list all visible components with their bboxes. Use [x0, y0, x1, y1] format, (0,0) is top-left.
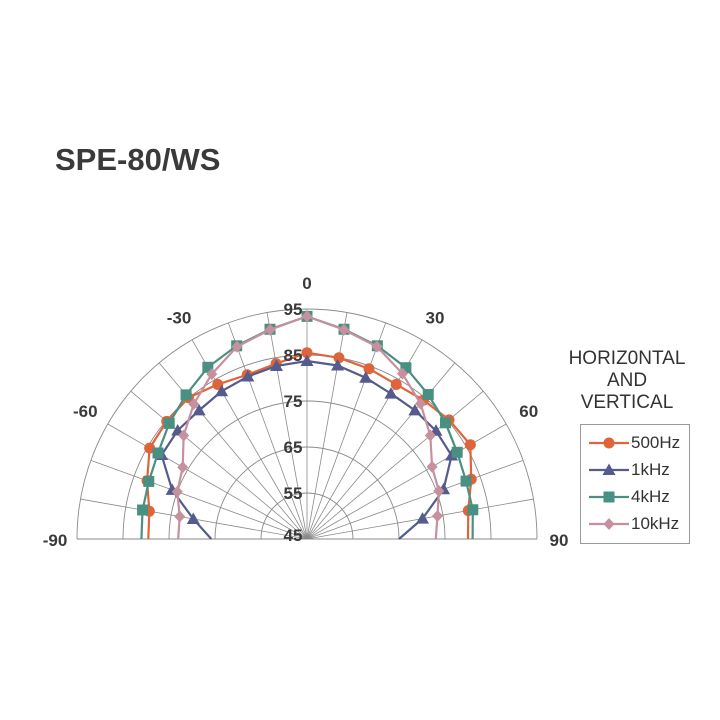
chart-title: SPE-80/WS — [55, 142, 221, 177]
data-point — [192, 403, 206, 416]
circle-marker-icon — [603, 437, 615, 449]
grid-spoke — [107, 423, 308, 540]
legend: 500Hz 1kHz 4kHz 10kHz — [580, 424, 690, 544]
square-marker-icon — [603, 491, 615, 503]
data-point — [424, 429, 436, 442]
data-point — [333, 352, 345, 364]
legend-title-line: HORIZ0NTAL — [568, 348, 686, 369]
grid-spoke — [306, 459, 524, 540]
radial-tick-label: 85 — [284, 346, 303, 365]
data-point — [464, 439, 476, 451]
angle-tick-label: 30 — [426, 308, 445, 327]
data-point — [264, 323, 276, 336]
legend-item: 4kHz — [589, 487, 670, 507]
legend-swatch — [589, 518, 629, 530]
data-point — [215, 384, 229, 397]
grid-spoke — [227, 322, 308, 540]
data-point — [415, 397, 427, 410]
data-point — [180, 389, 192, 401]
data-point — [177, 461, 189, 474]
data-point — [241, 369, 255, 382]
data-point — [300, 354, 314, 366]
data-point — [371, 340, 383, 353]
data-point — [460, 475, 472, 487]
diamond-marker-icon — [603, 518, 615, 530]
angle-tick-label: 90 — [550, 531, 569, 550]
data-point — [186, 512, 200, 524]
grid-spoke — [306, 322, 387, 540]
data-point — [390, 378, 402, 390]
data-point — [301, 310, 313, 323]
legend-swatch — [589, 463, 629, 475]
legend-label: 1kHz — [631, 460, 670, 479]
angle-tick-label: 60 — [519, 402, 538, 421]
legend-item: 10kHz — [589, 514, 679, 534]
axis-labels: 45 55 65 75 85 95 -90 -60 -30 0 30 60 90 — [43, 274, 569, 550]
data-point — [408, 403, 422, 416]
legend-label: 4kHz — [631, 487, 670, 506]
data-point — [206, 368, 218, 381]
angle-tick-label: -60 — [73, 402, 98, 421]
angle-tick-label: -90 — [43, 531, 68, 550]
data-point — [400, 362, 412, 374]
triangle-marker-icon — [602, 463, 616, 475]
grid-spoke — [306, 312, 348, 540]
legend-swatch — [589, 491, 629, 503]
data-point — [144, 442, 156, 454]
grid-spoke — [266, 312, 308, 540]
grid-spoke — [90, 459, 308, 540]
radial-tick-label: 95 — [284, 300, 303, 319]
series-layer — [137, 310, 479, 540]
data-point — [426, 460, 438, 473]
data-point — [431, 509, 443, 522]
data-point — [331, 358, 345, 371]
legend-title: HORIZ0NTAL AND VERTICAL — [552, 348, 702, 414]
data-point — [174, 510, 186, 523]
legend-label: 500Hz — [631, 433, 681, 452]
data-point — [359, 371, 373, 383]
data-point — [188, 398, 200, 411]
data-point — [152, 447, 164, 459]
radial-tick-label: 45 — [284, 526, 303, 545]
legend-title-line: AND — [606, 370, 648, 391]
legend-title-line: VERTICAL — [580, 392, 674, 413]
radial-tick-label: 65 — [284, 438, 303, 457]
data-point — [363, 363, 375, 375]
data-point — [439, 417, 451, 429]
data-point — [467, 504, 479, 516]
data-point — [396, 367, 408, 380]
radial-tick-label: 75 — [284, 392, 303, 411]
series-10kHz — [171, 310, 445, 540]
grid-spoke — [130, 390, 308, 540]
data-point — [416, 512, 430, 524]
data-point — [137, 504, 149, 516]
legend-swatch — [589, 437, 629, 449]
legend-label: 10kHz — [631, 514, 680, 533]
data-point — [301, 347, 313, 359]
data-point — [422, 389, 434, 401]
data-point — [269, 359, 283, 371]
angle-tick-label: -30 — [167, 308, 192, 327]
radial-tick-label: 55 — [284, 484, 303, 503]
data-point — [433, 485, 445, 498]
data-point — [202, 361, 214, 373]
data-point — [451, 446, 463, 458]
angle-tick-label: 0 — [302, 274, 311, 293]
legend-item: 1kHz — [589, 460, 670, 480]
legend-item: 500Hz — [589, 433, 680, 453]
data-point — [143, 475, 155, 487]
data-point — [231, 340, 243, 353]
data-point — [171, 485, 183, 498]
data-point — [178, 429, 190, 442]
data-point — [163, 417, 175, 429]
data-point — [338, 323, 350, 336]
grid-spoke — [306, 390, 484, 540]
data-point — [384, 387, 398, 399]
series-500Hz — [141, 347, 477, 540]
